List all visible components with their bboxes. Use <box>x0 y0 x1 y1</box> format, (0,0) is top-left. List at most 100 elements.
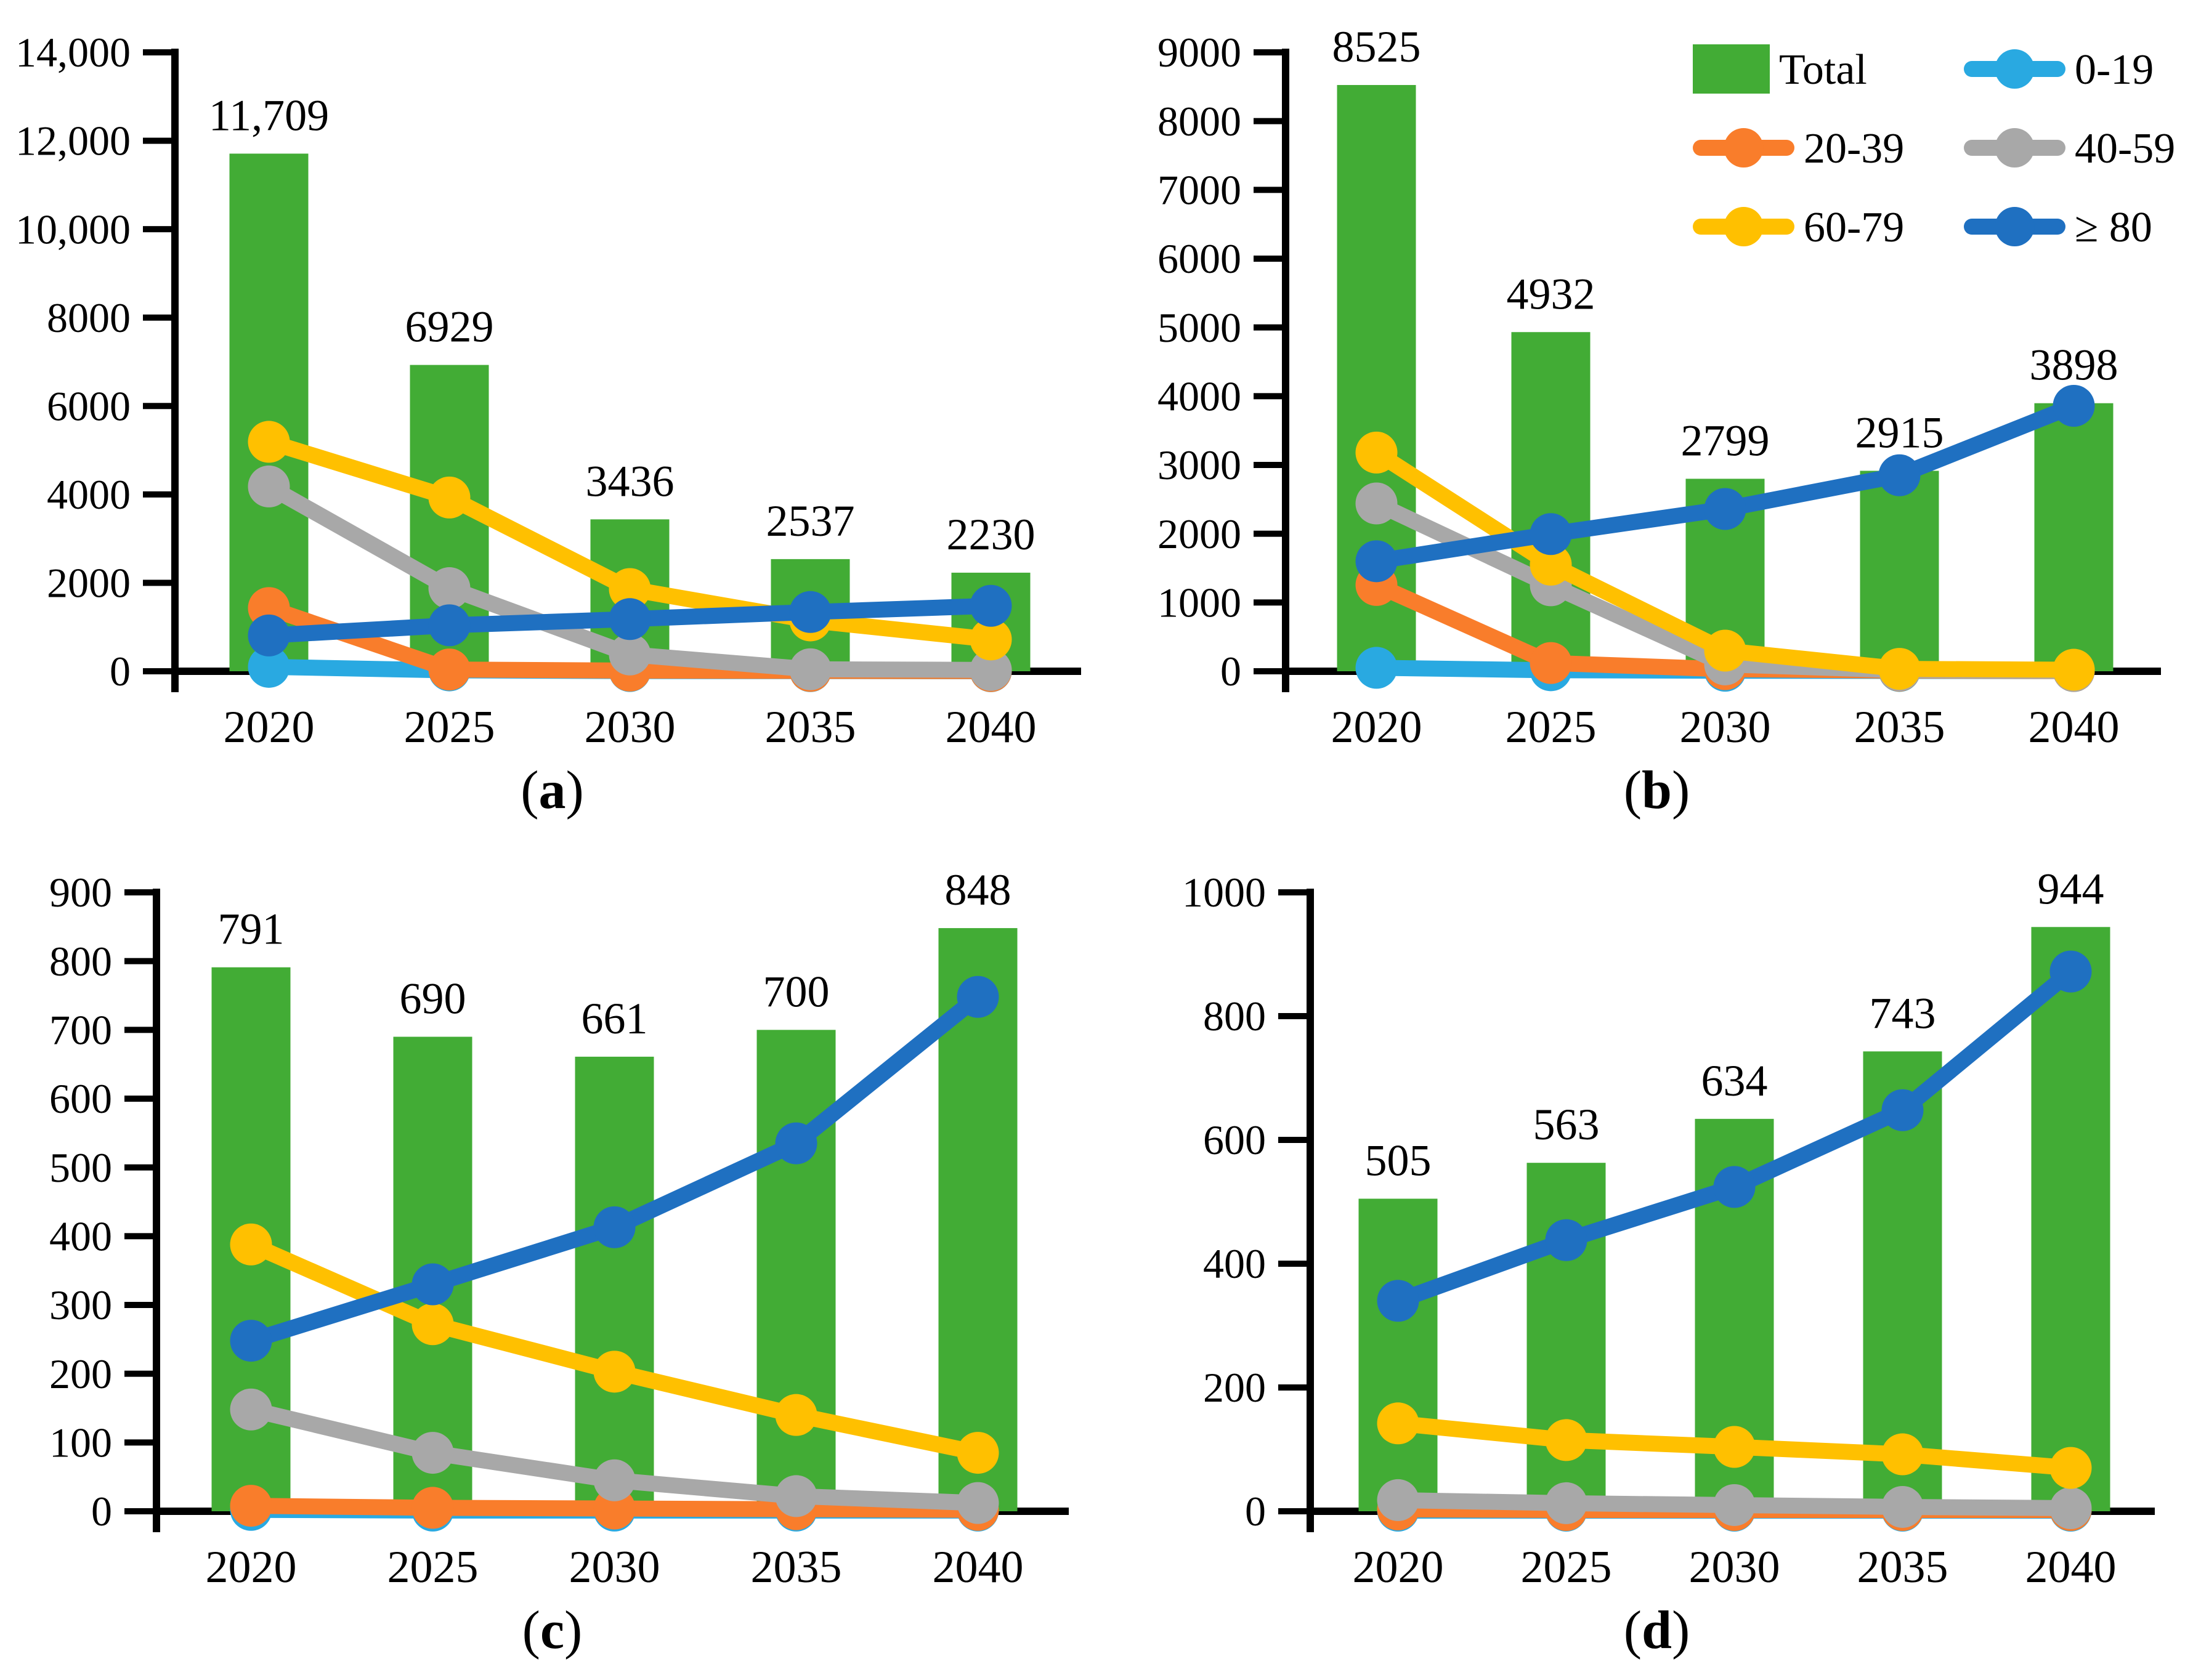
bar-value-label: 700 <box>763 967 830 1016</box>
y-tick-label: 0 <box>91 1488 112 1535</box>
y-tick <box>143 668 171 674</box>
data-point-marker <box>411 1432 454 1474</box>
bar-value-label: 3898 <box>2030 341 2118 390</box>
data-point-marker <box>248 421 290 463</box>
data-point-marker <box>2053 384 2095 427</box>
data-point-marker <box>2049 1487 2092 1529</box>
bar-value-label: 743 <box>1870 988 1936 1038</box>
data-point-marker <box>957 1482 999 1524</box>
total-bar <box>756 1030 836 1511</box>
bar-value-label: 6929 <box>405 302 494 352</box>
data-point-marker <box>1713 1426 1756 1468</box>
y-tick-label: 1000 <box>1182 869 1266 916</box>
y-tick-label: 8000 <box>1157 98 1241 145</box>
x-year-label: 2020 <box>1353 1542 1444 1593</box>
caption-a: (a) <box>0 764 1104 838</box>
y-tick-label: 400 <box>49 1213 112 1259</box>
y-tick <box>1278 1261 1307 1267</box>
total-bar <box>2034 403 2114 671</box>
data-point-marker <box>1545 1482 1587 1524</box>
caption-paren-open: ( <box>522 1601 540 1660</box>
y-tick-label: 2000 <box>47 560 131 607</box>
data-point-marker <box>775 1475 817 1517</box>
data-point-marker <box>775 1394 817 1436</box>
chart-b: 0 1000 2000 3000 4000 5000 6000 7000 8000 9000 852… <box>1157 22 2175 753</box>
y-tick-label: 600 <box>1203 1117 1266 1163</box>
legend-marker-dot <box>1995 49 2035 89</box>
data-point-marker <box>248 465 290 507</box>
panel-d: 0 200 400 600 800 1000 505 563 634 743 944 2020 2025… <box>1104 840 2209 1680</box>
y-tick <box>1278 1013 1307 1019</box>
bar-value-label: 791 <box>218 905 285 954</box>
bar-value-label: 2537 <box>766 496 855 546</box>
data-point-marker <box>1530 642 1572 684</box>
y-tick <box>124 1302 153 1308</box>
y-axis-line <box>1307 889 1314 1532</box>
y-tick <box>124 1027 153 1033</box>
y-tick <box>1278 889 1307 895</box>
bar-value-label: 4932 <box>1507 269 1595 318</box>
y-tick-label: 0 <box>1245 1488 1266 1535</box>
y-tick <box>1278 1384 1307 1391</box>
y-tick-label: 300 <box>49 1282 112 1328</box>
x-year-label: 2040 <box>933 1542 1024 1593</box>
y-tick-label: 200 <box>49 1351 112 1397</box>
data-point-marker <box>1530 513 1572 555</box>
bar-value-label: 3436 <box>586 456 675 506</box>
y-tick <box>1254 49 1282 55</box>
caption-c: (c) <box>0 1604 1104 1678</box>
y-tick <box>124 1439 153 1446</box>
x-year-label: 2035 <box>1854 702 1945 753</box>
x-year-label: 2025 <box>404 702 495 753</box>
x-year-label: 2025 <box>1521 1542 1612 1593</box>
data-point-marker <box>1713 1484 1756 1526</box>
caption-letter-b: b <box>1642 761 1672 820</box>
bar-value-label: 944 <box>2038 864 2104 913</box>
caption-paren-open: ( <box>1623 761 1642 820</box>
legend-label: Total <box>1779 46 1867 94</box>
data-point-marker <box>970 584 1012 627</box>
data-point-marker <box>411 1303 454 1346</box>
data-point-marker <box>248 645 290 688</box>
data-point-marker <box>411 1487 454 1529</box>
caption-letter-c: c <box>540 1601 565 1660</box>
data-point-marker <box>248 614 290 656</box>
data-point-marker <box>230 1485 272 1527</box>
bar-value-label: 11,709 <box>209 91 329 140</box>
y-tick-label: 1000 <box>1157 579 1241 626</box>
chart-c: 0 100 200 300 400 500 600 700 800 900 791 690 661 700… <box>49 865 1069 1593</box>
caption-letter-a: a <box>538 761 566 820</box>
y-tick-label: 0 <box>1220 648 1241 695</box>
y-tick-label: 9000 <box>1157 29 1241 76</box>
data-point-marker <box>1530 543 1572 586</box>
y-axis-line <box>1282 49 1289 692</box>
data-point-marker <box>1355 647 1398 689</box>
caption-paren-open: ( <box>1623 1601 1642 1660</box>
data-point-marker <box>1713 1166 1756 1208</box>
y-tick <box>124 958 153 964</box>
data-point-marker <box>1377 1402 1419 1445</box>
total-bar <box>2031 927 2110 1511</box>
data-point-marker <box>1355 482 1398 525</box>
y-tick-label: 5000 <box>1157 304 1241 351</box>
y-tick-label: 8000 <box>47 294 131 341</box>
legend-label: 40-59 <box>2075 125 2175 172</box>
legend-label: ≥ 80 <box>2075 204 2152 251</box>
data-point-marker <box>1704 488 1746 530</box>
y-tick <box>1278 1137 1307 1143</box>
y-axis-line <box>171 49 179 692</box>
y-tick <box>1254 668 1282 674</box>
x-year-label: 2030 <box>1680 702 1771 753</box>
x-year-label: 2040 <box>2025 1542 2117 1593</box>
x-year-label: 2035 <box>1857 1542 1948 1593</box>
y-tick-label: 4000 <box>1157 373 1241 419</box>
data-point-marker <box>1545 1219 1587 1261</box>
bar-value-label: 2799 <box>1681 416 1770 465</box>
y-tick <box>1254 393 1282 400</box>
y-tick-label: 2000 <box>1157 511 1241 557</box>
y-tick <box>143 226 171 233</box>
legend-marker-dot <box>1995 207 2035 246</box>
data-point-marker <box>1377 1280 1419 1322</box>
legend-marker-dot <box>1995 128 2035 168</box>
